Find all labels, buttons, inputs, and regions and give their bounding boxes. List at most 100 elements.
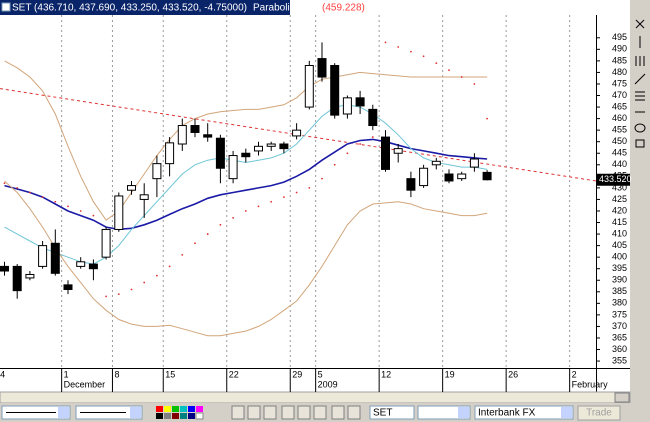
color-swatch[interactable]: [195, 412, 204, 420]
y-tick-label: 405: [612, 240, 627, 250]
color-swatch[interactable]: [164, 406, 171, 412]
sar-dot: [283, 196, 285, 199]
color-swatch[interactable]: [188, 413, 195, 419]
sar-dot: [67, 205, 69, 208]
candle-body: [152, 163, 162, 180]
candle-body: [165, 142, 175, 165]
x-tick-label: 26: [508, 369, 518, 379]
y-tick-label: 375: [612, 309, 627, 319]
color-palette[interactable]: [156, 406, 204, 420]
color-swatch[interactable]: [172, 413, 179, 419]
candle-body: [406, 178, 416, 191]
y-tick-label: 380: [612, 298, 627, 308]
candle-body: [12, 265, 22, 292]
tool-button[interactable]: [263, 405, 277, 420]
candle-body: [114, 195, 124, 230]
y-tick-label: 385: [612, 286, 627, 296]
dropdown-button[interactable]: [458, 407, 469, 418]
tool-channel[interactable]: [635, 91, 645, 101]
color-swatch[interactable]: [180, 413, 187, 419]
y-tick-label: 440: [612, 159, 627, 169]
sar-dot: [448, 69, 450, 72]
tool-button[interactable]: [231, 405, 245, 420]
x-tick-label: 5: [318, 369, 323, 379]
tool-ellipse[interactable]: [634, 123, 646, 133]
sar-dot: [181, 253, 184, 256]
x-tick-label: 22: [229, 369, 239, 379]
sar-dot: [194, 242, 196, 245]
color-swatch[interactable]: [180, 406, 187, 412]
candle-body: [330, 64, 340, 116]
y-tick-label: 430: [612, 182, 627, 192]
y-tick-label: 475: [612, 78, 627, 88]
tool-button[interactable]: [347, 405, 361, 420]
candle-body: [393, 148, 403, 154]
period-select[interactable]: [417, 405, 471, 420]
dropdown-button[interactable]: [561, 407, 572, 418]
x-tick-label: 19: [445, 369, 455, 379]
color-swatch[interactable]: [156, 413, 163, 419]
sar-dot: [473, 83, 476, 85]
y-tick-label: 390: [612, 275, 627, 285]
y-tick-label: 485: [612, 55, 627, 65]
scrollbar[interactable]: [0, 391, 631, 404]
y-tick-label: 495: [612, 32, 627, 42]
y-tick-label: 400: [612, 252, 627, 262]
tool-trendline[interactable]: [634, 73, 646, 85]
dropdown-button[interactable]: [130, 407, 141, 418]
symbol-select[interactable]: [369, 405, 415, 420]
period-label: 2009: [318, 379, 338, 389]
trade-button[interactable]: [577, 405, 621, 421]
title-bar: [0, 0, 290, 15]
color-swatch[interactable]: [156, 406, 163, 412]
candle-body: [241, 152, 251, 158]
candle-body: [228, 155, 238, 180]
x-tick-label: 8: [114, 369, 119, 379]
scroll-arrow[interactable]: [614, 392, 630, 403]
sar-dot: [16, 186, 19, 189]
tool-cross[interactable]: [635, 19, 645, 29]
last-price-box: [597, 173, 630, 186]
indicator-line: [4, 180, 488, 337]
tool-button[interactable]: [297, 405, 311, 420]
broker-select[interactable]: [474, 405, 574, 420]
tool-button[interactable]: [247, 405, 261, 420]
sar-dot: [3, 182, 6, 185]
candle-body: [190, 125, 200, 133]
tool-fib[interactable]: [635, 56, 645, 66]
candle-body: [279, 143, 289, 150]
candle-body: [266, 143, 276, 147]
color-swatch[interactable]: [196, 406, 203, 412]
tool-button[interactable]: [313, 405, 327, 420]
y-tick-label: 460: [612, 113, 627, 123]
tool-button[interactable]: [281, 405, 295, 420]
dropdown-button[interactable]: [58, 407, 69, 418]
y-tick-label: 445: [612, 148, 627, 158]
sar-dot: [333, 163, 336, 166]
sar-dot: [79, 210, 82, 212]
tool-strip: [630, 0, 650, 403]
sar-dot: [105, 295, 107, 298]
candle-body: [419, 167, 429, 187]
broker-text: Interbank FX: [478, 408, 536, 419]
tool-rect[interactable]: [635, 139, 645, 148]
sar-dot: [359, 143, 361, 145]
candle-body: [317, 58, 327, 78]
x-tick-label: 15: [165, 369, 175, 379]
sar-dot: [295, 191, 298, 194]
color-swatch[interactable]: [164, 413, 171, 419]
candle-body: [76, 261, 86, 267]
window-icon[interactable]: [1, 2, 11, 12]
candle-body: [127, 185, 136, 191]
color-swatch[interactable]: [172, 406, 179, 412]
sar-dot: [92, 214, 95, 217]
tool-button[interactable]: [331, 405, 345, 420]
sar-dot: [346, 152, 349, 155]
sar-dot: [321, 177, 323, 180]
period-label: December: [64, 379, 106, 389]
y-tick-label: 425: [612, 194, 627, 204]
y-tick-label: 365: [612, 332, 627, 342]
color-swatch[interactable]: [188, 406, 195, 412]
y-tick-label: 395: [612, 263, 627, 273]
